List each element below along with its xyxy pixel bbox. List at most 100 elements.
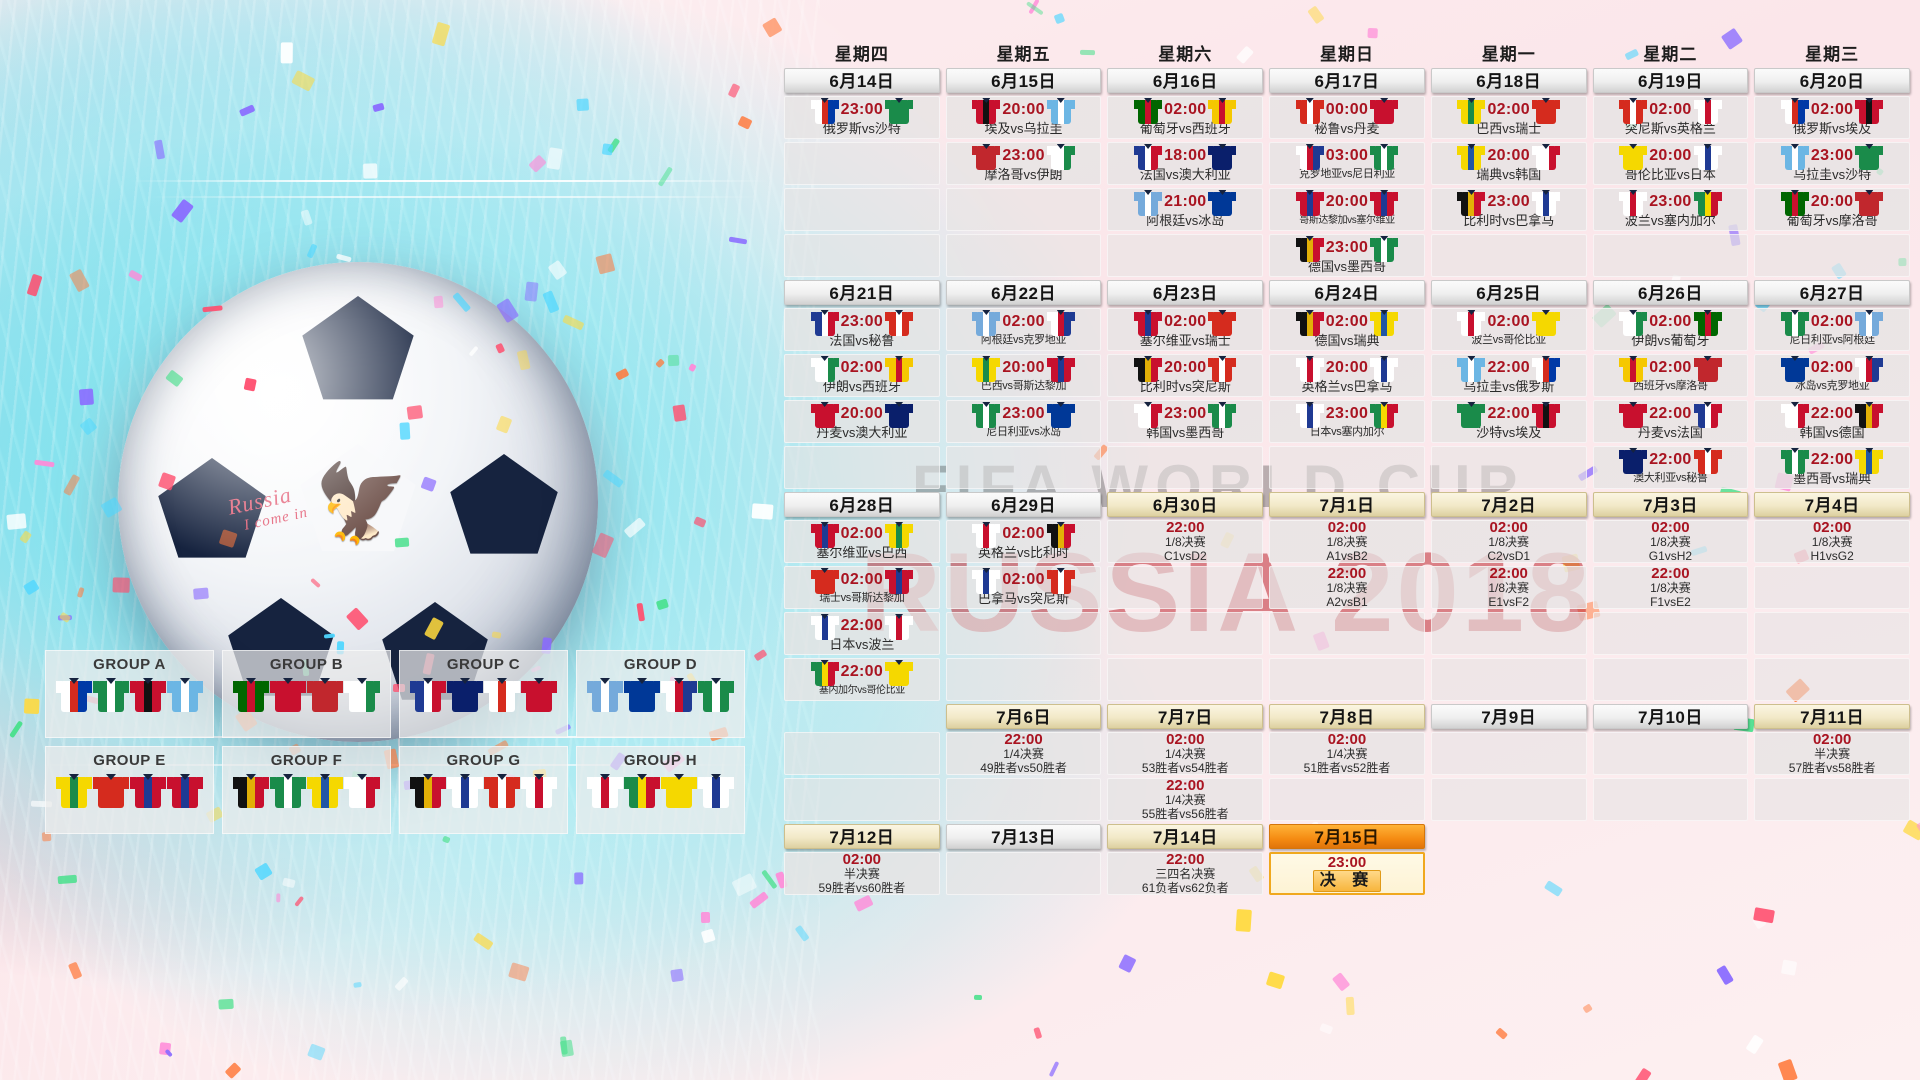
match-cell[interactable]: 22:00 日本vs波兰 xyxy=(784,612,940,655)
date-header[interactable]: 7月9日 xyxy=(1430,704,1587,729)
match-cell[interactable]: 20:00 比利时vs突尼斯 xyxy=(1107,354,1264,397)
knockout-match-cell[interactable]: 22:00 1/8决赛 E1vsF2 xyxy=(1430,566,1587,609)
match-cell[interactable]: 20:00 哥斯达黎加vs塞尔维亚 xyxy=(1269,188,1425,231)
date-header[interactable]: 6月21日 xyxy=(784,280,940,305)
match-cell[interactable]: 21:00 阿根廷vs冰岛 xyxy=(1107,188,1264,231)
date-header[interactable]: 7月8日 xyxy=(1269,704,1425,729)
date-header[interactable]: 7月6日 xyxy=(945,704,1102,729)
match-cell[interactable]: 23:00 俄罗斯vs沙特 xyxy=(784,96,940,139)
match-cell[interactable]: 02:00 葡萄牙vs西班牙 xyxy=(1107,96,1264,139)
date-header[interactable]: 6月17日 xyxy=(1269,68,1425,93)
date-header[interactable]: 6月25日 xyxy=(1430,280,1587,305)
match-cell[interactable]: 18:00 法国vs澳大利亚 xyxy=(1107,142,1264,185)
match-cell[interactable]: 02:00 巴西vs瑞士 xyxy=(1430,96,1587,139)
match-cell[interactable]: 20:00 瑞典vs韩国 xyxy=(1430,142,1587,185)
group-box-group-g[interactable]: GROUP G xyxy=(399,746,568,834)
match-cell[interactable]: 22:00 丹麦vs法国 xyxy=(1592,400,1749,443)
group-box-group-c[interactable]: GROUP C xyxy=(399,650,568,738)
group-box-group-e[interactable]: GROUP E xyxy=(45,746,214,834)
group-box-group-d[interactable]: GROUP D xyxy=(576,650,745,738)
match-cell[interactable]: 02:00 巴拿马vs突尼斯 xyxy=(945,566,1102,609)
knockout-match-cell[interactable]: 02:00 1/4决赛 51胜者vs52胜者 xyxy=(1269,732,1425,775)
match-cell[interactable]: 22:00 塞内加尔vs哥伦比亚 xyxy=(784,658,940,701)
match-cell[interactable]: 20:00 巴西vs哥斯达黎加 xyxy=(945,354,1102,397)
match-cell[interactable]: 02:00 伊朗vs西班牙 xyxy=(784,354,940,397)
group-box-group-f[interactable]: GROUP F xyxy=(222,746,391,834)
knockout-match-cell[interactable]: 02:00 1/4决赛 53胜者vs54胜者 xyxy=(1107,732,1264,775)
date-header[interactable]: 7月4日 xyxy=(1754,492,1910,517)
knockout-match-cell[interactable]: 22:00 三四名决赛 61负者vs62负者 xyxy=(1107,852,1264,895)
knockout-match-cell[interactable]: 22:00 1/8决赛 F1vsE2 xyxy=(1592,566,1749,609)
group-box-group-a[interactable]: GROUP A xyxy=(45,650,214,738)
match-cell[interactable]: 02:00 阿根廷vs克罗地亚 xyxy=(945,308,1102,351)
group-box-group-h[interactable]: GROUP H xyxy=(576,746,745,834)
knockout-match-cell[interactable]: 22:00 1/4决赛 55胜者vs56胜者 xyxy=(1107,778,1264,821)
match-cell[interactable]: 23:00 波兰vs塞内加尔 xyxy=(1592,188,1749,231)
date-header[interactable]: 6月18日 xyxy=(1430,68,1587,93)
knockout-match-cell[interactable]: 02:00 半决赛 59胜者vs60胜者 xyxy=(784,852,940,895)
match-cell[interactable]: 03:00 克罗地亚vs尼日利亚 xyxy=(1269,142,1425,185)
match-cell[interactable]: 20:00 葡萄牙vs摩洛哥 xyxy=(1754,188,1910,231)
match-cell[interactable]: 22:00 墨西哥vs瑞典 xyxy=(1754,446,1910,489)
match-cell[interactable]: 23:00 乌拉圭vs沙特 xyxy=(1754,142,1910,185)
date-header[interactable]: 6月30日 xyxy=(1107,492,1264,517)
date-header[interactable]: 6月19日 xyxy=(1592,68,1749,93)
match-cell[interactable]: 02:00 冰岛vs克罗地亚 xyxy=(1754,354,1910,397)
match-cell[interactable]: 02:00 俄罗斯vs埃及 xyxy=(1754,96,1910,139)
match-cell[interactable]: 02:00 瑞士vs哥斯达黎加 xyxy=(784,566,940,609)
match-cell[interactable]: 00:00 秘鲁vs丹麦 xyxy=(1269,96,1425,139)
knockout-match-cell[interactable]: 02:00 1/8决赛 C2vsD1 xyxy=(1430,520,1587,563)
date-header[interactable]: 7月13日 xyxy=(945,824,1102,849)
match-cell[interactable]: 02:00 塞尔维亚vs瑞士 xyxy=(1107,308,1264,351)
date-header[interactable]: 6月14日 xyxy=(784,68,940,93)
match-cell[interactable]: 23:00 尼日利亚vs冰岛 xyxy=(945,400,1102,443)
date-header[interactable]: 7月3日 xyxy=(1592,492,1749,517)
match-cell[interactable]: 20:00 丹麦vs澳大利亚 xyxy=(784,400,940,443)
match-cell[interactable]: 20:00 英格兰vs巴拿马 xyxy=(1269,354,1425,397)
date-header[interactable]: 7月1日 xyxy=(1269,492,1425,517)
match-cell[interactable]: 22:00 乌拉圭vs俄罗斯 xyxy=(1430,354,1587,397)
knockout-match-cell[interactable]: 22:00 1/8决赛 A2vsB1 xyxy=(1269,566,1425,609)
date-header[interactable]: 7月7日 xyxy=(1107,704,1264,729)
knockout-match-cell[interactable]: 02:00 1/8决赛 A1vsB2 xyxy=(1269,520,1425,563)
final-match-cell[interactable]: 23:00 决 赛 xyxy=(1269,852,1425,895)
match-cell[interactable]: 02:00 伊朗vs葡萄牙 xyxy=(1592,308,1749,351)
knockout-match-cell[interactable]: 22:00 1/8决赛 C1vsD2 xyxy=(1107,520,1264,563)
match-cell[interactable]: 23:00 法国vs秘鲁 xyxy=(784,308,940,351)
date-header[interactable]: 7月15日 xyxy=(1269,824,1425,849)
date-header[interactable]: 6月27日 xyxy=(1754,280,1910,305)
date-header[interactable]: 6月28日 xyxy=(784,492,940,517)
match-cell[interactable]: 22:00 澳大利亚vs秘鲁 xyxy=(1592,446,1749,489)
match-cell[interactable]: 23:00 比利时vs巴拿马 xyxy=(1430,188,1587,231)
date-header[interactable]: 6月15日 xyxy=(945,68,1102,93)
match-cell[interactable]: 23:00 韩国vs墨西哥 xyxy=(1107,400,1264,443)
date-header[interactable]: 6月20日 xyxy=(1754,68,1910,93)
knockout-match-cell[interactable]: 02:00 1/8决赛 H1vsG2 xyxy=(1754,520,1910,563)
date-header[interactable]: 6月23日 xyxy=(1107,280,1264,305)
date-header[interactable]: 7月2日 xyxy=(1430,492,1587,517)
date-header[interactable]: 7月14日 xyxy=(1107,824,1264,849)
match-cell[interactable]: 23:00 德国vs墨西哥 xyxy=(1269,234,1425,277)
date-header[interactable]: 6月26日 xyxy=(1592,280,1749,305)
date-header[interactable]: 6月24日 xyxy=(1269,280,1425,305)
match-cell[interactable]: 22:00 韩国vs德国 xyxy=(1754,400,1910,443)
group-box-group-b[interactable]: GROUP B xyxy=(222,650,391,738)
match-cell[interactable]: 02:00 英格兰vs比利时 xyxy=(945,520,1102,563)
match-cell[interactable]: 02:00 塞尔维亚vs巴西 xyxy=(784,520,940,563)
match-cell[interactable]: 02:00 尼日利亚vs阿根廷 xyxy=(1754,308,1910,351)
match-cell[interactable]: 20:00 埃及vs乌拉圭 xyxy=(945,96,1102,139)
date-header[interactable]: 6月29日 xyxy=(945,492,1102,517)
date-header[interactable]: 7月10日 xyxy=(1592,704,1749,729)
match-cell[interactable]: 02:00 突尼斯vs英格兰 xyxy=(1592,96,1749,139)
match-cell[interactable]: 20:00 哥伦比亚vs日本 xyxy=(1592,142,1749,185)
knockout-match-cell[interactable]: 02:00 1/8决赛 G1vsH2 xyxy=(1592,520,1749,563)
match-cell[interactable]: 22:00 沙特vs埃及 xyxy=(1430,400,1587,443)
date-header[interactable]: 6月22日 xyxy=(945,280,1102,305)
date-header[interactable]: 7月11日 xyxy=(1754,704,1910,729)
date-header[interactable]: 7月12日 xyxy=(784,824,940,849)
match-cell[interactable]: 23:00 日本vs塞内加尔 xyxy=(1269,400,1425,443)
date-header[interactable]: 6月16日 xyxy=(1107,68,1264,93)
match-cell[interactable]: 02:00 西班牙vs摩洛哥 xyxy=(1592,354,1749,397)
match-cell[interactable]: 23:00 摩洛哥vs伊朗 xyxy=(945,142,1102,185)
knockout-match-cell[interactable]: 02:00 半决赛 57胜者vs58胜者 xyxy=(1754,732,1910,775)
